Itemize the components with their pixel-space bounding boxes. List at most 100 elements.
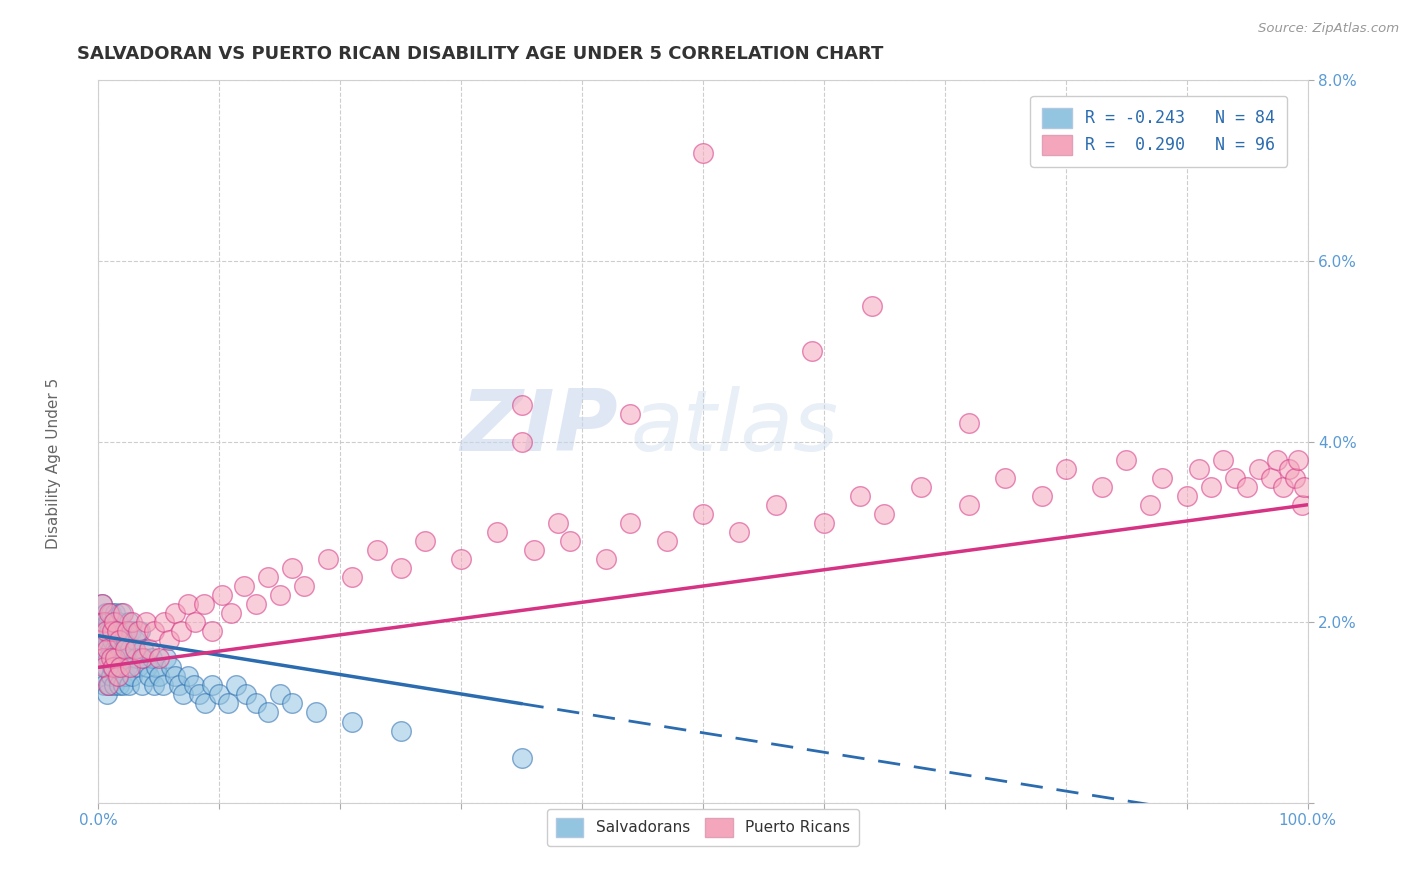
Point: [558, 533, 581, 548]
Point: [366, 542, 388, 557]
Legend: Salvadorans, Puerto Ricans: Salvadorans, Puerto Ricans: [547, 809, 859, 846]
Point: [523, 542, 546, 557]
Point: [135, 660, 157, 674]
Text: SALVADORAN VS PUERTO RICAN DISABILITY AGE UNDER 5 CORRELATION CHART: SALVADORAN VS PUERTO RICAN DISABILITY AG…: [77, 45, 884, 62]
Point: [134, 651, 156, 665]
Point: [131, 651, 153, 665]
Point: [93, 615, 115, 630]
Point: [112, 624, 135, 639]
Point: [131, 678, 153, 692]
Point: [101, 615, 124, 630]
Point: [957, 417, 980, 431]
Point: [316, 552, 339, 566]
Point: [111, 642, 134, 657]
Point: [104, 642, 127, 657]
Point: [97, 678, 120, 692]
Point: [152, 615, 174, 630]
Point: [221, 606, 243, 620]
Point: [692, 145, 714, 160]
Point: [100, 624, 122, 639]
Point: [1272, 480, 1295, 494]
Point: [1139, 498, 1161, 512]
Text: ZIP: ZIP: [461, 385, 619, 468]
Point: [957, 498, 980, 512]
Point: [101, 660, 124, 674]
Point: [1152, 471, 1174, 485]
Point: [117, 660, 139, 674]
Point: [98, 624, 121, 639]
Point: [97, 615, 120, 630]
Point: [211, 588, 233, 602]
Point: [91, 597, 114, 611]
Point: [910, 480, 932, 494]
Point: [132, 642, 155, 657]
Point: [100, 651, 122, 665]
Point: [104, 606, 127, 620]
Point: [107, 615, 129, 630]
Point: [1278, 461, 1301, 475]
Point: [172, 687, 194, 701]
Point: [100, 660, 122, 674]
Point: [110, 606, 132, 620]
Point: [103, 615, 125, 630]
Point: [269, 687, 291, 701]
Point: [177, 597, 200, 611]
Point: [1212, 452, 1234, 467]
Point: [1031, 489, 1053, 503]
Point: [96, 642, 118, 657]
Point: [108, 633, 131, 648]
Point: [124, 642, 146, 657]
Point: [148, 669, 170, 683]
Point: [1188, 461, 1211, 475]
Point: [108, 660, 131, 674]
Point: [152, 678, 174, 692]
Point: [342, 570, 364, 584]
Point: [98, 606, 121, 620]
Point: [692, 507, 714, 521]
Point: [160, 660, 183, 674]
Point: [873, 507, 896, 521]
Point: [118, 678, 141, 692]
Point: [91, 651, 114, 665]
Point: [1091, 480, 1114, 494]
Point: [201, 624, 224, 639]
Text: atlas: atlas: [630, 385, 838, 468]
Point: [107, 669, 129, 683]
Point: [96, 633, 118, 648]
Point: [245, 597, 267, 611]
Point: [103, 624, 125, 639]
Point: [813, 516, 835, 530]
Point: [510, 398, 533, 412]
Point: [1054, 461, 1077, 475]
Point: [141, 651, 163, 665]
Point: [118, 660, 141, 674]
Point: [108, 660, 131, 674]
Point: [765, 498, 787, 512]
Point: [115, 633, 138, 648]
Point: [93, 642, 115, 657]
Point: [342, 714, 364, 729]
Point: [103, 678, 125, 692]
Point: [163, 606, 186, 620]
Point: [187, 687, 209, 701]
Point: [118, 642, 141, 657]
Point: [1286, 452, 1309, 467]
Point: [100, 633, 122, 648]
Point: [124, 633, 146, 648]
Point: [90, 633, 112, 648]
Point: [1236, 480, 1258, 494]
Point: [193, 597, 215, 611]
Point: [1267, 452, 1289, 467]
Point: [1249, 461, 1271, 475]
Point: [138, 642, 160, 657]
Point: [728, 524, 751, 539]
Point: [121, 669, 143, 683]
Point: [108, 678, 131, 692]
Point: [619, 408, 641, 422]
Point: [510, 750, 533, 764]
Point: [169, 624, 191, 639]
Point: [105, 669, 128, 683]
Point: [256, 706, 278, 720]
Point: [94, 606, 117, 620]
Point: [184, 615, 207, 630]
